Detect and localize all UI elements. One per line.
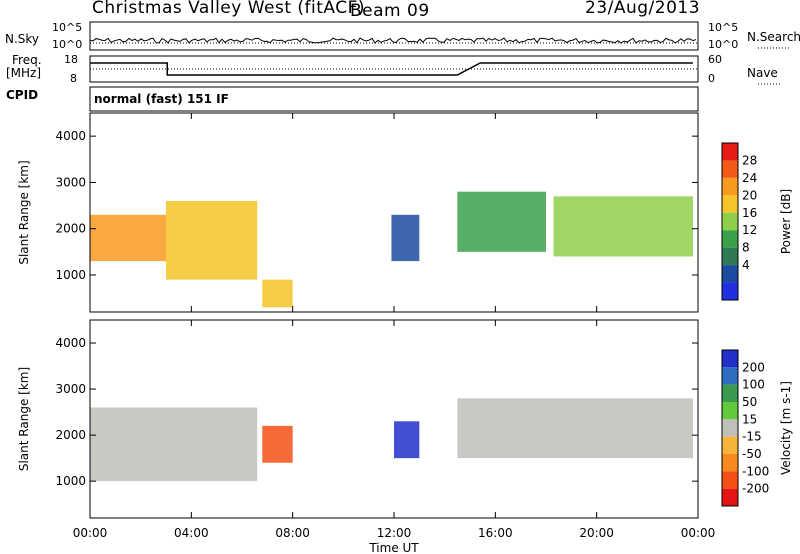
power-colorbar-frame <box>721 142 739 301</box>
velocity-colorbar-swatch <box>722 419 738 437</box>
velocity-colorbar-tick: 50 <box>742 395 757 409</box>
velocity-ylabel: Slant Range [km] <box>17 367 31 471</box>
noise-bottom-tick-right: 10^0 <box>708 38 739 51</box>
date-label: 23/Aug/2013 <box>585 0 701 18</box>
power-colorbar-swatch <box>722 265 738 283</box>
power-region-1 <box>166 200 258 280</box>
nave-bottom-tick: 0 <box>708 72 715 85</box>
nsky-label: N.Sky <box>5 32 40 46</box>
power-colorbar-label: Power [dB] <box>779 189 793 254</box>
power-colorbar-tick: 4 <box>742 258 750 272</box>
velocity-colorbar-tick: -50 <box>742 447 762 461</box>
xtick-label: 20:00 <box>579 526 614 540</box>
noise-top-tick-right: 10^5 <box>708 21 739 34</box>
nave-top-tick: 60 <box>708 53 722 66</box>
power-colorbar-swatch <box>722 143 738 161</box>
velocity-colorbar-tick: -100 <box>742 464 769 478</box>
noise-top-tick: 10^5 <box>52 21 83 34</box>
nave-label: Nave <box>747 66 778 80</box>
power-colorbar-tick: 8 <box>742 241 750 255</box>
velocity-colorbar-swatch <box>722 488 738 506</box>
velocity-colorbar-label: Velocity [m s-1] <box>779 381 793 475</box>
velocity-region-0 <box>90 407 258 482</box>
velocity-colorbar-tick: 15 <box>742 412 757 426</box>
velocity-colorbar-swatch <box>722 471 738 489</box>
xtick-label: 00:00 <box>681 526 716 540</box>
power-ylabel: Slant Range [km] <box>17 160 31 264</box>
velocity-colorbar-swatch <box>722 350 738 368</box>
xtick-label: 04:00 <box>174 526 209 540</box>
velocity-colorbar-swatch <box>722 402 738 420</box>
power-colorbar-swatch <box>722 195 738 213</box>
noise-sky-trace <box>89 37 697 44</box>
power-region-4 <box>457 191 546 252</box>
velocity-ytick-label: 3000 <box>55 382 86 396</box>
power-ytick-label: 2000 <box>55 222 86 236</box>
xtick-label: 08:00 <box>275 526 310 540</box>
power-region-3 <box>391 214 420 262</box>
freq-bottom-tick: 8 <box>70 72 77 85</box>
station-title: Christmas Valley West (fitACF) <box>92 0 366 18</box>
power-colorbar-swatch <box>722 230 738 248</box>
power-colorbar-tick: 16 <box>742 206 757 220</box>
power-colorbar-swatch <box>722 160 738 178</box>
beam-label: Beam 09 <box>350 1 430 21</box>
xtick-label: 00:00 <box>73 526 108 540</box>
nsearch-label: N.Search <box>747 30 800 44</box>
power-colorbar-tick: 20 <box>742 188 757 202</box>
freq-label: Freq. <box>12 53 42 67</box>
velocity-region-3 <box>457 398 693 459</box>
power-ytick-label: 1000 <box>55 268 86 282</box>
velocity-colorbar-swatch <box>722 367 738 385</box>
power-colorbar-swatch <box>722 247 738 266</box>
velocity-ytick-label: 1000 <box>55 474 86 488</box>
velocity-region-1 <box>262 425 293 463</box>
velocity-ytick-label: 2000 <box>55 428 86 442</box>
xlabel: Time UT <box>368 541 419 554</box>
velocity-colorbar-swatch <box>722 436 738 454</box>
xtick-label: 16:00 <box>478 526 513 540</box>
power-colorbar-swatch <box>722 282 738 300</box>
power-colorbar-tick: 12 <box>742 223 757 237</box>
velocity-region-2 <box>394 421 420 459</box>
xtick-label: 12:00 <box>377 526 412 540</box>
power-colorbar-tick: 24 <box>742 171 757 185</box>
cpid-label: CPID <box>6 88 39 102</box>
power-ytick-label: 3000 <box>55 175 86 189</box>
velocity-colorbar-tick: -15 <box>742 430 762 444</box>
power-colorbar-tick: 28 <box>742 153 757 167</box>
cpid-value: normal (fast) 151 IF <box>94 92 229 106</box>
noise-panel-frame <box>89 21 699 51</box>
freq-top-tick: 18 <box>64 53 78 66</box>
power-colorbar-swatch <box>722 212 738 231</box>
power-region-2 <box>262 279 293 308</box>
freq-trace <box>90 62 693 76</box>
noise-bottom-tick: 10^0 <box>52 38 83 51</box>
power-colorbar-swatch <box>722 177 738 196</box>
velocity-colorbar-tick: -200 <box>742 482 769 496</box>
power-region-0 <box>90 214 166 262</box>
velocity-ytick-label: 4000 <box>55 336 86 350</box>
freq-unit-label: [MHz] <box>6 66 42 80</box>
velocity-colorbar-tick: 100 <box>742 378 765 392</box>
velocity-colorbar-swatch <box>722 454 738 472</box>
power-region-5 <box>553 196 693 257</box>
velocity-colorbar-tick: 200 <box>742 360 765 374</box>
velocity-colorbar-swatch <box>722 384 738 402</box>
velocity-colorbar-frame <box>721 349 739 507</box>
power-ytick-label: 4000 <box>55 129 86 143</box>
cpid-panel-frame <box>89 86 699 112</box>
